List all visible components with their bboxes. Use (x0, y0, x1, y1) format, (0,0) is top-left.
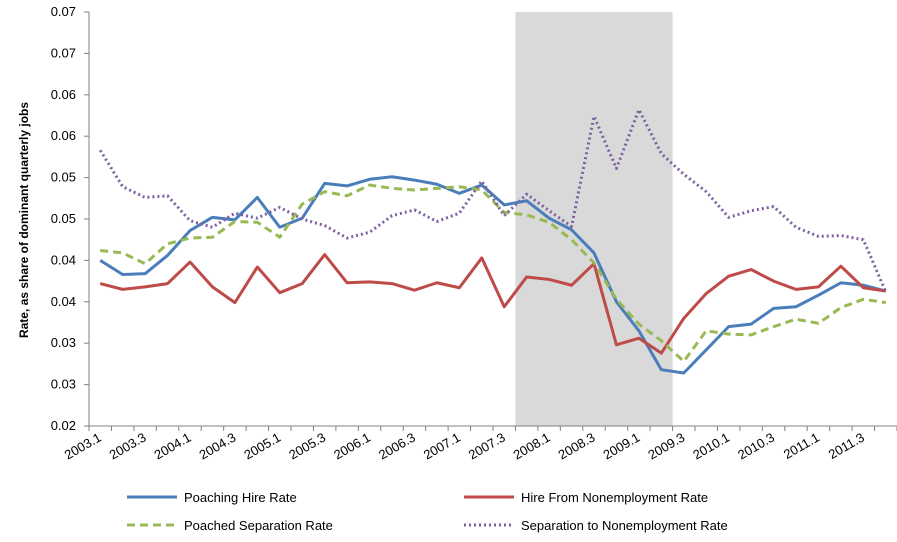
y-axis-label: Rate, as share of dominant quarterly job… (17, 102, 31, 338)
legend-label: Poaching Hire Rate (184, 490, 297, 505)
legend-label: Hire From Nonemployment Rate (521, 490, 708, 505)
y-tick-label: 0.03 (51, 335, 76, 350)
x-tick-label: 2004.1 (152, 430, 194, 463)
series-line (100, 183, 886, 363)
x-tick-label: 2011.3 (826, 430, 867, 462)
x-tick-label: 2008.1 (511, 430, 553, 463)
x-tick-label: 2006.1 (331, 430, 373, 463)
y-tick-label: 0.02 (51, 418, 76, 433)
x-tick-label: 2010.3 (735, 430, 777, 463)
x-tick-label: 2005.1 (241, 430, 283, 463)
y-tick-label: 0.06 (51, 87, 76, 102)
series-line (98, 108, 888, 293)
x-tick-label: 2005.3 (286, 430, 328, 463)
y-tick-label: 0.03 (51, 377, 76, 392)
series-line (99, 253, 886, 355)
y-tick-label: 0.05 (51, 211, 76, 226)
legend-label: Separation to Nonemployment Rate (521, 518, 728, 533)
series-layer (98, 108, 888, 375)
legend-label: Poached Separation Rate (184, 518, 333, 533)
x-tick-label: 2003.1 (62, 430, 104, 463)
x-tick-label: 2004.3 (196, 430, 238, 463)
y-tick-label: 0.04 (51, 252, 76, 267)
y-tick-label: 0.05 (51, 170, 76, 185)
recession-shading (515, 12, 673, 426)
y-tick-label: 0.07 (51, 4, 76, 19)
y-tick-label: 0.04 (51, 294, 76, 309)
y-tick-label: 0.07 (51, 45, 76, 60)
x-tick-label: 2003.3 (107, 430, 149, 463)
y-tick-label: 0.06 (51, 128, 76, 143)
y-axis-ticks: 0.02 0.03 0.03 0.04 0.04 0.05 0.05 0.06 0.06 0.07… (51, 4, 89, 433)
x-tick-label: 2009.3 (645, 430, 687, 463)
x-tick-label: 2006.3 (376, 430, 418, 463)
legend: Poaching Hire Rate Hire From Nonemploymen… (127, 490, 728, 533)
series-line (99, 175, 887, 375)
x-tick-label: 2007.3 (466, 430, 508, 463)
x-tick-label: 2011.1 (781, 430, 822, 462)
x-tick-label: 2007.1 (421, 430, 463, 463)
x-tick-label: 2010.1 (690, 430, 732, 463)
x-tick-label: 2009.1 (600, 430, 642, 463)
x-axis-ticks: 2003.1 2003.3 2004.1 2004.3 2005.1 2005.3 2006… (62, 426, 897, 462)
x-tick-label: 2008.3 (556, 430, 598, 463)
